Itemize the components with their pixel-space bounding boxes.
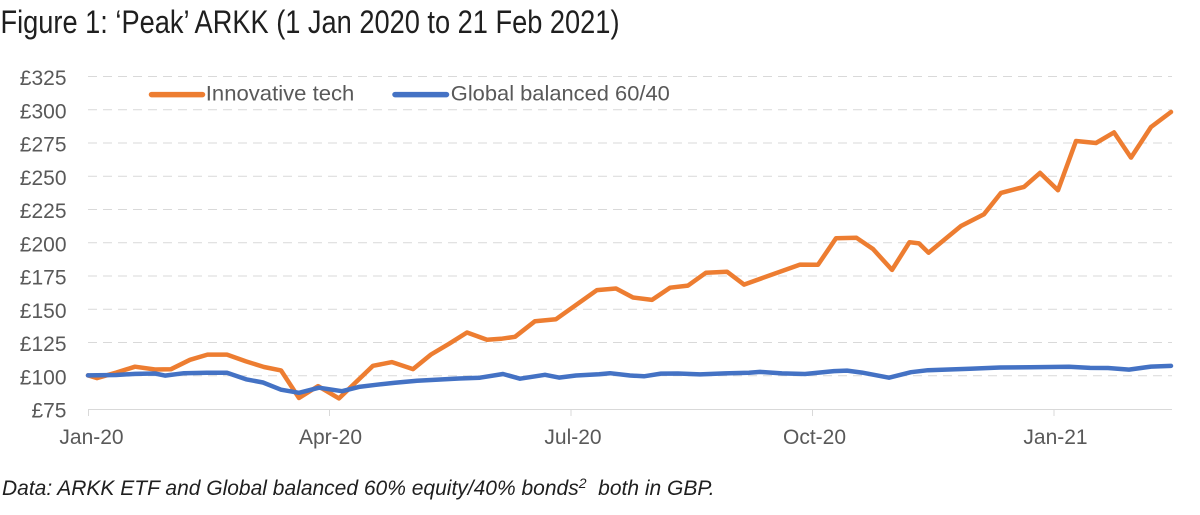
svg-text:Figure 1: ‘Peak’ ARKK (1 Jan 2: Figure 1: ‘Peak’ ARKK (1 Jan 2020 to 21 … (1, 4, 620, 40)
svg-text:Apr-20: Apr-20 (299, 426, 362, 449)
svg-text:£125: £125 (20, 333, 67, 356)
svg-text:Global balanced 60/40: Global balanced 60/40 (451, 83, 670, 106)
svg-text:£275: £275 (20, 134, 67, 157)
svg-text:Oct-20: Oct-20 (783, 426, 846, 449)
svg-text:Data: ARKK ETF and Global bala: Data: ARKK ETF and Global balanced 60% e… (2, 475, 715, 500)
svg-text:£75: £75 (31, 400, 66, 423)
svg-text:£100: £100 (20, 366, 67, 389)
svg-text:Jul-20: Jul-20 (544, 426, 601, 449)
svg-text:£150: £150 (20, 300, 67, 323)
svg-text:Innovative tech: Innovative tech (206, 83, 354, 106)
svg-text:£250: £250 (20, 167, 67, 190)
svg-text:Jan-20: Jan-20 (59, 426, 123, 449)
svg-text:£175: £175 (20, 267, 67, 290)
svg-text:£300: £300 (20, 101, 67, 124)
svg-text:£325: £325 (20, 67, 67, 90)
svg-text:£200: £200 (20, 233, 67, 256)
svg-text:Jan-21: Jan-21 (1023, 426, 1087, 449)
svg-text:£225: £225 (20, 200, 67, 223)
